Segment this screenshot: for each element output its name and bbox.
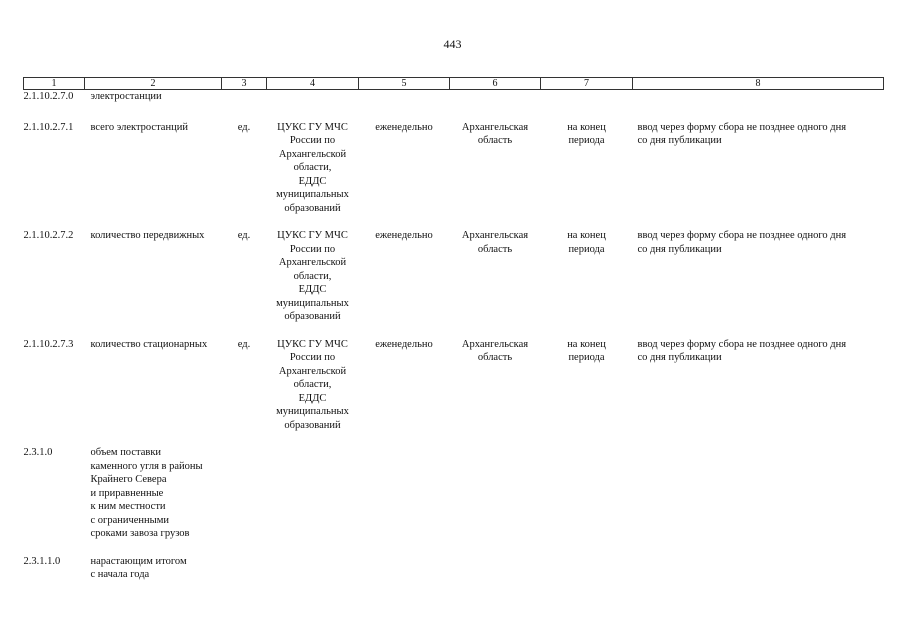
page-number: 443 bbox=[443, 37, 462, 51]
data-source-cell: ЦУКС ГУ МЧС России по Архангельской обла… bbox=[276, 230, 349, 322]
method-cell: ввод через форму сбора не позднее одного… bbox=[637, 230, 847, 255]
territory-cell: Архангельская область bbox=[461, 230, 529, 255]
unit-cell: ед. bbox=[237, 230, 251, 241]
table-row: 2.1.10.2.7.3 количество стационарных ед.… bbox=[24, 338, 884, 433]
time-cell: на конец периода bbox=[567, 121, 606, 147]
column-header: 5 bbox=[358, 77, 450, 90]
unit-cell: ед. bbox=[237, 121, 251, 133]
column-header: 6 bbox=[449, 77, 541, 90]
table-row: 2.1.10.2.7.1 всего электростанций ед. ЦУ… bbox=[24, 121, 884, 216]
column-number-row: 1 2 3 4 5 6 7 8 bbox=[23, 77, 884, 90]
column-header: 1 bbox=[23, 77, 85, 90]
territory-cell: Архангельская область bbox=[461, 338, 529, 364]
table-row: 2.3.1.1.0 нарастающим итогом с начала го… bbox=[24, 555, 884, 582]
method-cell: ввод через форму сбора не позднее одного… bbox=[637, 338, 847, 364]
time-cell: на конец периода bbox=[567, 230, 606, 255]
indicator-name: количество стационарных bbox=[90, 338, 208, 350]
column-header: 2 bbox=[84, 77, 222, 90]
table-row: 2.3.1.0 объем поставки каменного угля в … bbox=[24, 446, 884, 541]
data-source-cell: ЦУКС ГУ МЧС России по Архангельской обла… bbox=[276, 338, 349, 431]
method-cell: ввод через форму сбора не позднее одного… bbox=[637, 121, 847, 147]
column-header: 8 bbox=[632, 77, 884, 90]
indicator-code: 2.1.10.2.7.0 bbox=[23, 91, 74, 102]
unit-cell: ед. bbox=[237, 338, 251, 350]
indicator-code: 2.3.1.0 bbox=[23, 447, 53, 458]
indicator-name: электростанции bbox=[90, 91, 162, 102]
periodicity-cell: еженедельно bbox=[375, 338, 433, 350]
indicator-code: 2.1.10.2.7.1 bbox=[23, 121, 74, 133]
indicators-table: 1 2 3 4 5 6 7 8 2.1.10.2.7.0 электростан… bbox=[23, 77, 884, 582]
periodicity-cell: еженедельно bbox=[375, 121, 433, 133]
time-cell: на конец периода bbox=[567, 338, 606, 364]
indicator-name: количество передвижных bbox=[90, 230, 205, 241]
column-header: 3 bbox=[221, 77, 267, 90]
indicator-name: всего электростанций bbox=[90, 121, 188, 133]
column-header: 7 bbox=[540, 77, 633, 90]
table-row: 2.1.10.2.7.0 электростанции bbox=[24, 90, 884, 104]
indicator-code: 2.1.10.2.7.2 bbox=[23, 230, 74, 241]
indicator-name: объем поставки каменного угля в районы К… bbox=[90, 447, 203, 539]
indicator-name: нарастающим итогом с начала года bbox=[90, 555, 187, 581]
data-source-cell: ЦУКС ГУ МЧС России по Архангельской обла… bbox=[276, 121, 349, 214]
indicator-code: 2.3.1.1.0 bbox=[23, 555, 61, 567]
column-header: 4 bbox=[266, 77, 359, 90]
table-row: 2.1.10.2.7.2 количество передвижных ед. … bbox=[24, 229, 884, 324]
periodicity-cell: еженедельно bbox=[375, 230, 433, 241]
territory-cell: Архангельская область bbox=[461, 121, 529, 147]
indicator-code: 2.1.10.2.7.3 bbox=[23, 338, 74, 350]
